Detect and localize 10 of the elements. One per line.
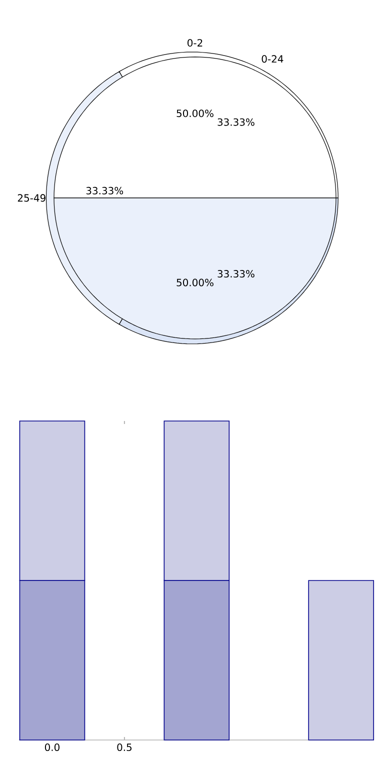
data-label: 50.00% xyxy=(176,110,214,118)
x-tick-label: 0.0 xyxy=(44,744,60,752)
data-label: 33.33% xyxy=(218,270,254,278)
slice-label: 25-49 xyxy=(18,194,46,202)
slice-label: 0-24 xyxy=(262,55,284,63)
data-label: 33.33% xyxy=(218,118,254,126)
slice-label: 0-2 xyxy=(188,39,202,47)
data-label: 50.00% xyxy=(176,278,214,286)
x-tick-label: 0.5 xyxy=(117,744,132,752)
data-label: 33.33% xyxy=(86,186,124,194)
